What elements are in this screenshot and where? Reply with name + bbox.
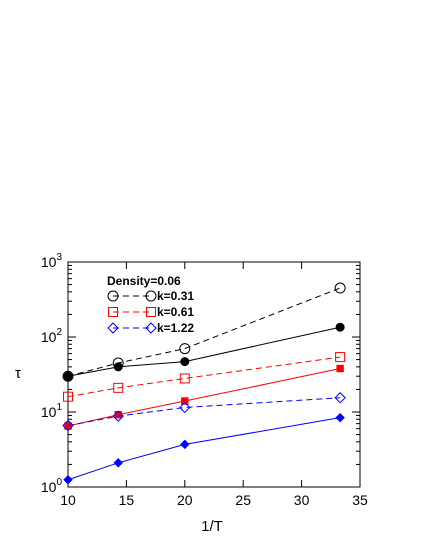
legend-entry: k=0.61 — [108, 305, 194, 319]
data-point — [62, 370, 74, 382]
series-line — [67, 356, 341, 398]
data-point — [114, 411, 122, 419]
data-point — [63, 391, 73, 402]
legend-marker — [107, 322, 119, 334]
data-point — [179, 373, 190, 384]
data-point — [180, 357, 190, 367]
series-line — [67, 397, 341, 427]
series-line — [67, 368, 341, 427]
x-tick-label: 30 — [294, 492, 310, 508]
data-point — [113, 382, 124, 393]
legend-entry: k=0.31 — [107, 289, 194, 303]
series-3 — [64, 364, 344, 430]
x-tick-label: 35 — [352, 492, 368, 508]
x-tick-label: 25 — [235, 492, 251, 508]
series-layer — [62, 282, 346, 485]
legend-marker — [145, 290, 157, 302]
legend-marker — [145, 322, 157, 334]
legend: Density=0.06 k=0.31 k=0.61 k=1.22 — [107, 274, 194, 335]
plot-frame — [67, 261, 361, 488]
data-point — [334, 282, 346, 294]
legend-label: k=0.61 — [157, 305, 194, 319]
legend-label: k=0.31 — [157, 289, 194, 303]
series-line — [67, 287, 341, 377]
data-point — [181, 397, 189, 405]
data-point — [179, 401, 191, 414]
series-0 — [62, 282, 346, 382]
series-2 — [63, 352, 346, 402]
data-point — [335, 352, 346, 363]
data-point — [180, 439, 190, 450]
data-point — [179, 343, 191, 355]
y-tick-label: 100 — [41, 477, 63, 495]
data-point — [335, 412, 345, 423]
data-point — [62, 419, 74, 432]
legend-marker — [146, 307, 156, 317]
x-tick-label: 20 — [177, 492, 193, 508]
x-tick-label: 15 — [119, 492, 135, 508]
legend-title: Density=0.06 — [107, 274, 181, 288]
plot-area: 10 15 20 25 30 35 100 101 102 103 — [41, 252, 368, 508]
x-axis-label: 1/T — [201, 518, 223, 535]
data-point — [113, 362, 123, 372]
data-point — [112, 410, 124, 422]
y-axis-label: τ — [15, 365, 21, 382]
series-4 — [62, 392, 346, 432]
series-line — [67, 326, 341, 377]
y-tick-label: 103 — [41, 252, 63, 270]
data-point — [335, 322, 345, 332]
data-point — [334, 392, 346, 404]
axis-labels: 1/T τ — [15, 365, 223, 535]
series-1 — [63, 322, 345, 381]
data-point — [113, 458, 123, 468]
legend-entry: k=1.22 — [107, 321, 194, 335]
legend-marker — [108, 307, 118, 317]
series-line — [67, 417, 341, 481]
data-point — [64, 422, 72, 430]
y-tick-label: 102 — [41, 327, 63, 345]
data-point — [63, 475, 73, 485]
data-point — [63, 371, 73, 381]
legend-label: k=1.22 — [157, 321, 194, 335]
x-tick-label: 10 — [60, 492, 76, 508]
y-tick-label: 101 — [41, 402, 63, 420]
legend-marker — [107, 290, 119, 302]
series-5 — [63, 412, 345, 485]
data-point — [336, 364, 344, 373]
